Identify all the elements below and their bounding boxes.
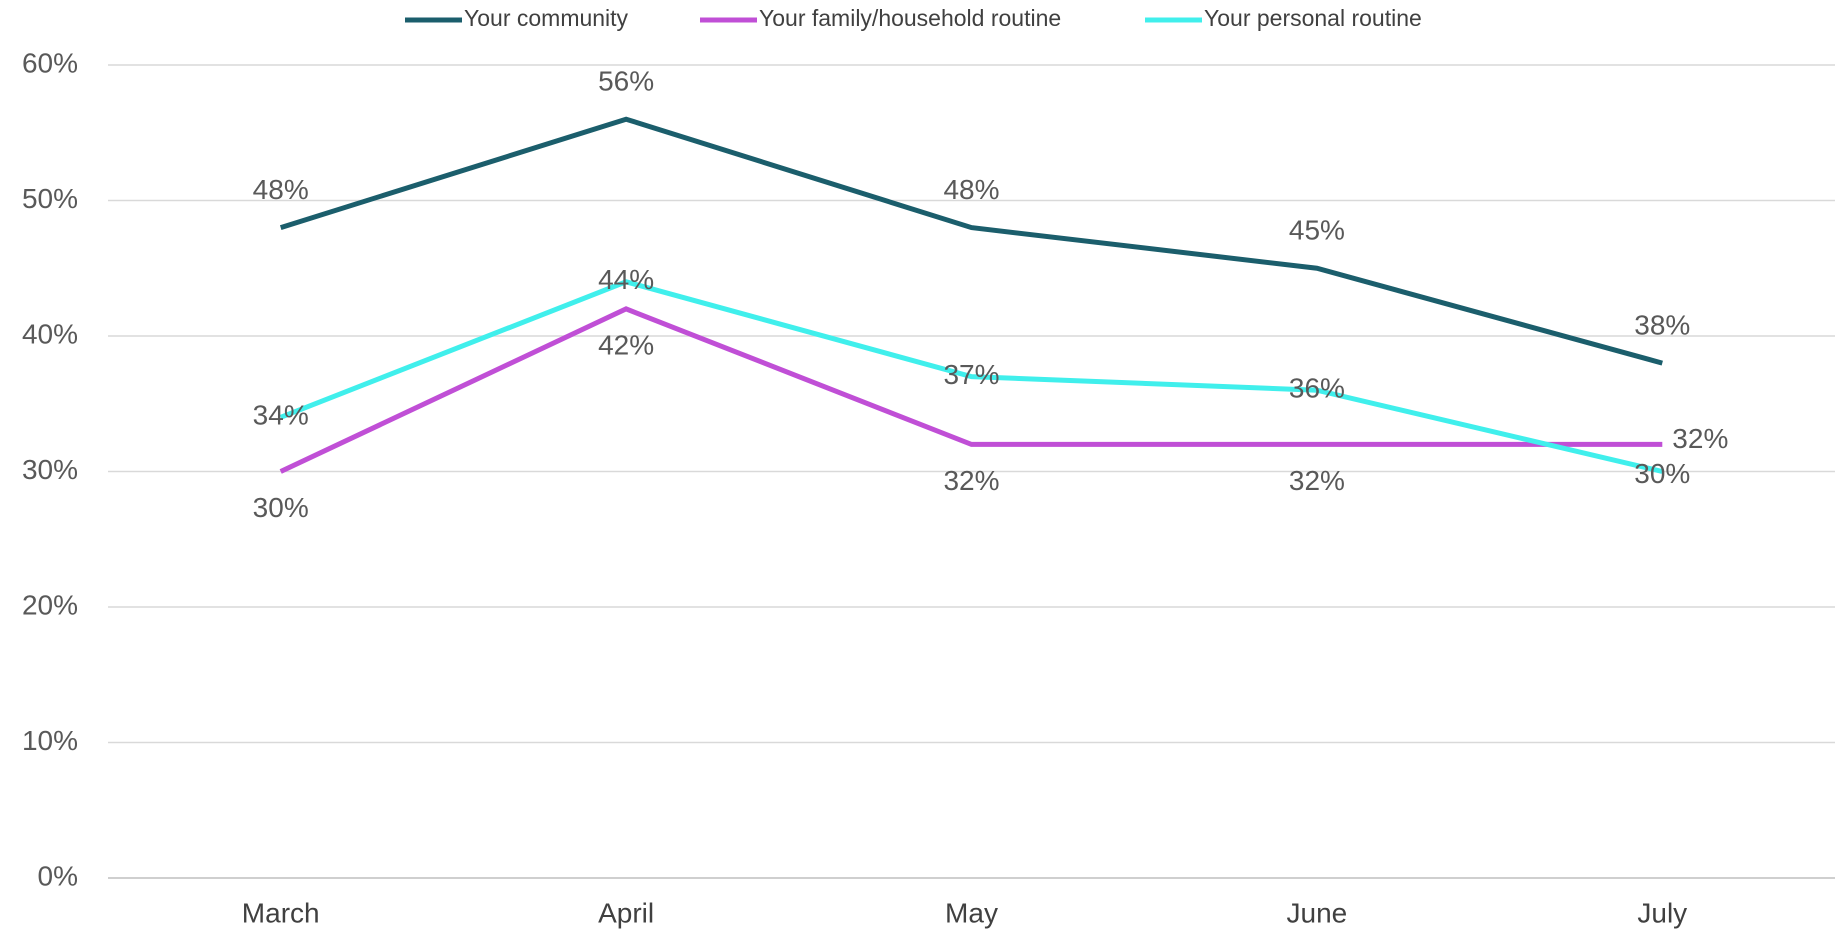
- y-tick-label: 60%: [22, 47, 78, 78]
- series-line: [279, 306, 1663, 474]
- data-label: 37%: [943, 359, 999, 390]
- y-tick-label: 20%: [22, 589, 78, 620]
- x-tick-label: April: [598, 897, 654, 928]
- data-label: 38%: [1634, 309, 1690, 340]
- legend-label: Your personal routine: [1204, 5, 1422, 31]
- x-tick-label: March: [242, 897, 320, 928]
- data-label: 34%: [253, 400, 309, 431]
- legend-label: Your family/household routine: [759, 5, 1061, 31]
- series-line: [279, 116, 1663, 366]
- legend-label: Your community: [464, 5, 629, 31]
- data-label: 30%: [253, 492, 309, 523]
- y-tick-label: 10%: [22, 725, 78, 756]
- x-tick-label: July: [1637, 897, 1687, 928]
- data-label: 48%: [943, 174, 999, 205]
- data-label: 32%: [943, 465, 999, 496]
- data-label: 36%: [1289, 373, 1345, 404]
- data-label: 32%: [1672, 423, 1728, 454]
- data-label: 32%: [1289, 465, 1345, 496]
- data-label: 42%: [598, 329, 654, 360]
- data-label: 56%: [598, 66, 654, 97]
- series-line: [279, 279, 1663, 474]
- data-label: 30%: [1634, 458, 1690, 489]
- y-tick-label: 40%: [22, 318, 78, 349]
- data-label: 45%: [1289, 215, 1345, 246]
- x-tick-label: May: [945, 897, 998, 928]
- x-tick-label: June: [1287, 897, 1348, 928]
- data-label: 48%: [253, 174, 309, 205]
- y-tick-label: 30%: [22, 454, 78, 485]
- y-tick-label: 0%: [38, 860, 78, 891]
- data-label: 44%: [598, 264, 654, 295]
- y-tick-label: 50%: [22, 183, 78, 214]
